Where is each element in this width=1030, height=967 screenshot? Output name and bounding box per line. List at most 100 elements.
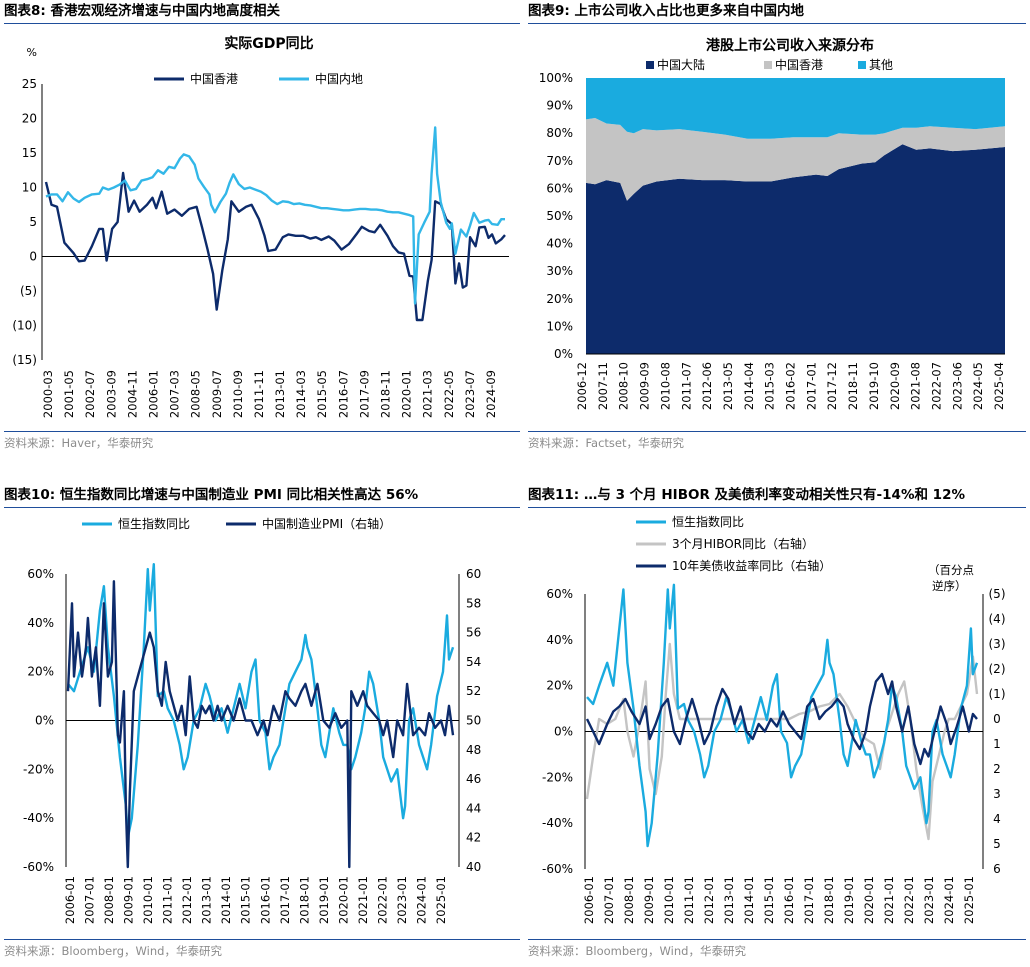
- x-tick-label: 2023-07: [463, 370, 477, 418]
- y-right-tick-label: 50: [466, 714, 481, 728]
- y-right-tick-label: (2): [989, 662, 1006, 676]
- x-tick-label: 2021-08: [909, 362, 923, 410]
- y-right-tick-label: 42: [466, 831, 481, 845]
- y-right-tick-label: 3: [993, 787, 1001, 801]
- x-tick-label: 2016-01: [258, 876, 272, 924]
- x-tick-label: 2001-05: [62, 370, 76, 418]
- legend-item-other-swatch: [858, 61, 866, 69]
- y-right-tick-label: 6: [993, 862, 1001, 876]
- y-tick-label: 25: [22, 77, 37, 91]
- x-tick-label: 2024-09: [484, 370, 498, 418]
- y-right-tick-label: 5: [993, 837, 1001, 851]
- y-left-tick-label: -20%: [542, 770, 573, 784]
- x-tick-label: 2015-01: [239, 876, 253, 924]
- source-note: 资料来源：Factset，华泰研究: [528, 436, 685, 450]
- title-rule: [4, 507, 520, 508]
- x-tick-label: 2002-07: [83, 370, 97, 418]
- x-tick-label: 2022-01: [902, 876, 916, 924]
- figure-title: 图表10: 恒生指数同比增速与中国制造业 PMI 同比相关性高达 56%: [4, 487, 419, 503]
- source-rule: [528, 939, 1026, 940]
- x-tick-label: 2016-02: [784, 362, 798, 410]
- source-note: 资料来源：Bloomberg，Wind，华泰研究: [528, 944, 746, 958]
- y-tick-label: 10: [22, 181, 37, 195]
- y-tick-label: 20%: [546, 292, 573, 306]
- y-tick-label: 40%: [546, 237, 573, 251]
- x-tick-label: 2015-05: [315, 370, 329, 418]
- x-tick-label: 2010-01: [141, 876, 155, 924]
- x-tick-label: 2021-01: [882, 876, 896, 924]
- title-rule: [4, 23, 520, 24]
- y-left-tick-label: 40%: [27, 616, 54, 630]
- x-tick-label: 2025-01: [962, 876, 976, 924]
- panel-hsi-pmi: 图表10: 恒生指数同比增速与中国制造业 PMI 同比相关性高达 56% 恒生指…: [4, 484, 520, 964]
- x-tick-label: 2023-06: [950, 362, 964, 410]
- x-tick-label: 2020-01: [400, 370, 414, 418]
- x-tick-label: 2013-01: [200, 876, 214, 924]
- legend-item-hk-label: 中国香港: [190, 71, 238, 86]
- y-left-tick-label: 20%: [27, 665, 54, 679]
- y-left-tick-label: 40%: [546, 633, 573, 647]
- x-tick-label: 2015-03: [763, 362, 777, 410]
- legend-item-mainland-swatch: [646, 61, 654, 69]
- x-tick-label: 2020-01: [336, 876, 350, 924]
- x-tick-label: 2015-01: [762, 876, 776, 924]
- y-right-axis-label-line2: 逆序）: [932, 579, 967, 593]
- area-series-2: [586, 78, 1005, 139]
- x-tick-label: 2013-05: [721, 362, 735, 410]
- x-tick-label: 2009-09: [638, 362, 652, 410]
- x-tick-label: 2016-07: [336, 370, 350, 418]
- x-tick-label: 2008-05: [189, 370, 203, 418]
- x-tick-label: 2022-05: [442, 370, 456, 418]
- x-tick-label: 2008-10: [617, 362, 631, 410]
- y-right-tick-label: 1: [993, 737, 1001, 751]
- x-tick-label: 2012-06: [700, 362, 714, 410]
- x-tick-label: 2006-01: [63, 876, 77, 924]
- x-tick-label: 2009-01: [642, 876, 656, 924]
- y-right-tick-label: 0: [993, 712, 1001, 726]
- figure-title: 图表11: …与 3 个月 HIBOR 及美债利率变动相关性只有-14%和 12…: [528, 487, 965, 503]
- y-tick-label: 100%: [539, 71, 573, 85]
- legend-item-hk-swatch: [764, 61, 772, 69]
- y-right-tick-label: 52: [466, 684, 481, 698]
- x-tick-label: 2008-01: [102, 876, 116, 924]
- x-tick-label: 2013-01: [273, 370, 287, 418]
- x-tick-label: 2024-01: [414, 876, 428, 924]
- y-left-tick-label: -60%: [542, 862, 573, 876]
- panel-hsi-rates: 图表11: …与 3 个月 HIBOR 及美债利率变动相关性只有-14%和 12…: [528, 484, 1026, 964]
- x-tick-label: 2006-01: [582, 876, 596, 924]
- x-tick-label: 2023-01: [395, 876, 409, 924]
- x-tick-label: 2024-01: [942, 876, 956, 924]
- y-right-tick-label: 56: [466, 626, 481, 640]
- y-right-tick-label: 48: [466, 743, 481, 757]
- x-tick-label: 2006-01: [146, 370, 160, 418]
- y-tick-label: (10): [12, 319, 37, 333]
- x-tick-label: 2010-01: [662, 876, 676, 924]
- series-line-0: [44, 171, 506, 322]
- x-tick-label: 2025-04: [992, 362, 1006, 410]
- source-rule: [4, 939, 520, 940]
- x-tick-label: 2024-05: [971, 362, 985, 410]
- y-right-tick-label: 58: [466, 596, 481, 610]
- y-left-tick-label: 0%: [35, 714, 54, 728]
- series-line-1: [45, 126, 505, 305]
- series-line-pmi: [66, 580, 455, 869]
- y-right-axis-label-line1: （百分点: [928, 563, 974, 577]
- x-tick-label: 2007-11: [596, 362, 610, 410]
- x-tick-label: 2010-09: [231, 370, 245, 418]
- x-tick-label: 2011-11: [252, 370, 266, 418]
- x-tick-label: 2018-11: [379, 370, 393, 418]
- x-tick-label: 2020-09: [888, 362, 902, 410]
- y-tick-label: 60%: [546, 181, 573, 195]
- series-line-ust: [585, 672, 978, 766]
- chart-title: 港股上市公司收入来源分布: [706, 37, 874, 54]
- legend-item-other-label: 其他: [869, 58, 893, 72]
- y-right-tick-label: 60: [466, 567, 481, 581]
- title-rule: [528, 23, 1026, 24]
- area-series-1: [586, 118, 1005, 201]
- y-tick-label: 70%: [546, 154, 573, 168]
- x-tick-label: 2009-07: [210, 370, 224, 418]
- legend-item-hibor-label: 3个月HIBOR同比（右轴）: [672, 536, 814, 551]
- series-line-hibor: [585, 642, 979, 841]
- x-tick-label: 2006-12: [575, 362, 589, 410]
- x-tick-label: 2012-01: [702, 876, 716, 924]
